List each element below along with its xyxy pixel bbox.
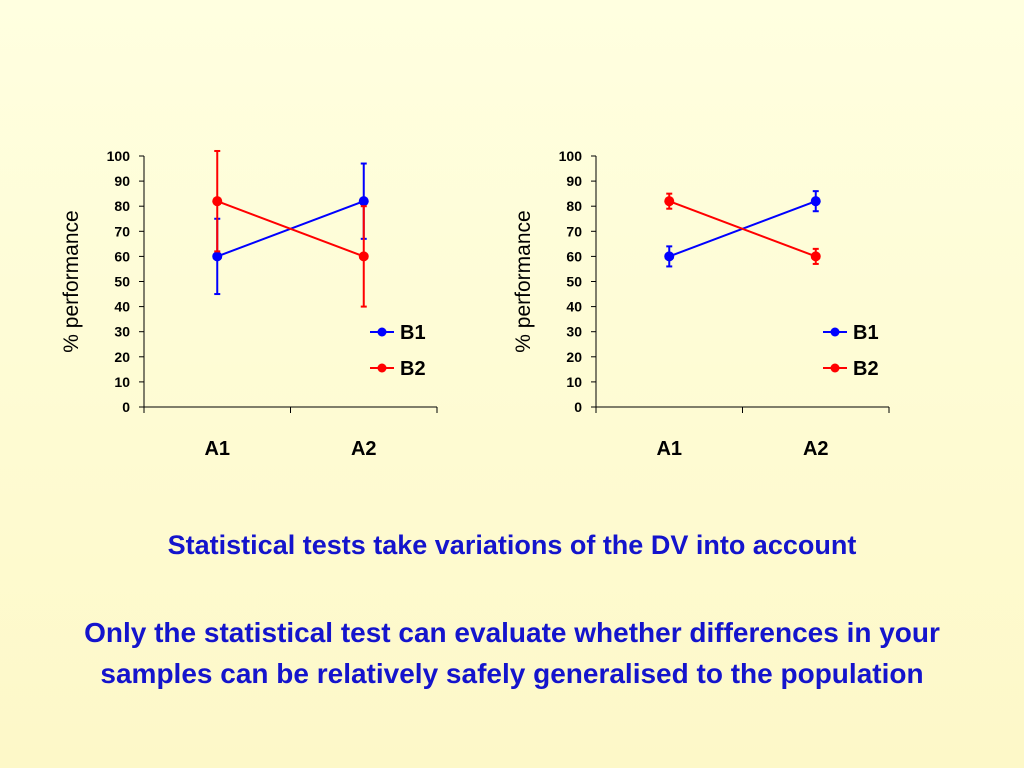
y-tick-label: 20 bbox=[114, 349, 130, 365]
data-point bbox=[212, 196, 223, 207]
data-point bbox=[212, 251, 223, 262]
y-tick-label: 80 bbox=[566, 198, 582, 214]
data-point bbox=[358, 251, 369, 262]
y-tick-label: 10 bbox=[566, 374, 582, 390]
y-tick-label: 90 bbox=[566, 173, 582, 189]
legend-label: B1 bbox=[853, 322, 879, 344]
legend-label: B2 bbox=[400, 358, 426, 380]
series-line bbox=[216, 200, 365, 258]
y-tick-label: 100 bbox=[107, 148, 131, 164]
y-tick-label: 70 bbox=[566, 223, 582, 239]
y-tick-label: 30 bbox=[566, 324, 582, 340]
x-category-label: A1 bbox=[204, 438, 230, 460]
y-tick-label: 100 bbox=[559, 148, 583, 164]
y-tick-label: 80 bbox=[114, 198, 130, 214]
legend-label: B1 bbox=[400, 322, 426, 344]
legend-marker bbox=[830, 363, 840, 373]
y-tick-label: 0 bbox=[574, 399, 582, 415]
data-point bbox=[810, 196, 821, 207]
data-point bbox=[664, 251, 675, 262]
y-tick-label: 40 bbox=[566, 299, 582, 315]
series-B2 bbox=[212, 149, 369, 308]
legend-marker bbox=[377, 363, 387, 373]
y-tick-label: 20 bbox=[566, 349, 582, 365]
legend-marker bbox=[830, 327, 840, 337]
y-tick-label: 10 bbox=[114, 374, 130, 390]
chart-2: 0 10 20 30 40 50 60 70 80 90 100 A1 A2 % performance B… bbox=[512, 148, 890, 460]
x-category-label: A2 bbox=[803, 438, 829, 460]
x-category-label: A1 bbox=[656, 438, 682, 460]
caption-generalisation: Only the statistical test can evaluate w… bbox=[84, 617, 940, 689]
y-tick-label: 60 bbox=[566, 248, 582, 264]
y-tick-label: 70 bbox=[114, 223, 130, 239]
y-tick-label: 0 bbox=[122, 399, 130, 415]
chart-1: 0 10 20 30 40 50 60 70 80 90 100 A1 A2 % performance B… bbox=[60, 148, 438, 460]
y-tick-label: 50 bbox=[114, 274, 130, 290]
data-point bbox=[358, 196, 369, 207]
series-B2 bbox=[664, 192, 821, 265]
x-category-label: A2 bbox=[351, 438, 377, 460]
caption-variation: Statistical tests take variations of the… bbox=[167, 530, 857, 560]
y-axis-label: % performance bbox=[512, 210, 535, 352]
y-tick-label: 50 bbox=[566, 274, 582, 290]
legend-label: B2 bbox=[853, 358, 879, 380]
y-tick-label: 30 bbox=[114, 324, 130, 340]
data-point bbox=[810, 251, 821, 262]
y-tick-label: 90 bbox=[114, 173, 130, 189]
y-axis-label: % performance bbox=[60, 210, 83, 352]
series-line bbox=[668, 200, 817, 258]
data-point bbox=[664, 196, 675, 207]
legend-marker bbox=[377, 327, 387, 337]
y-tick-label: 40 bbox=[114, 299, 130, 315]
y-tick-label: 60 bbox=[114, 248, 130, 264]
